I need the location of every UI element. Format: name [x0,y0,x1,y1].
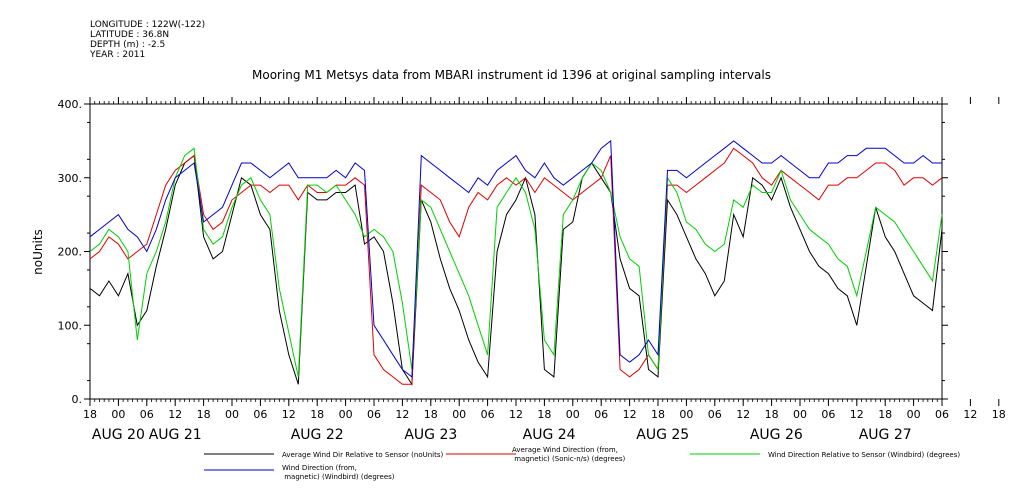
metadata-block: LONGITUDE : 122W(-122) LATITUDE : 36.8N … [90,20,205,60]
x-tick-label: 18 [537,408,551,421]
x-tick-label: 06 [367,408,381,421]
plot-area [89,103,943,400]
x-tick-label: 00 [339,408,353,421]
y-tick-label: 100. [58,319,83,332]
x-tick-label: 12 [509,408,523,421]
x-tick-label: 00 [566,408,580,421]
x-tick-label: 18 [878,408,892,421]
chart-title: Mooring M1 Metsys data from MBARI instru… [252,68,771,82]
series-line-3 [89,147,943,378]
series-line-4 [89,139,942,378]
x-day-label: AUG 21 [149,427,202,443]
x-tick-label: 00 [452,408,466,421]
legend-label: Wind Direction (from, magnetic) (Windbir… [282,464,395,481]
x-tick-label: 00 [793,408,807,421]
x-tick-label: 18 [310,408,324,421]
x-day-label: AUG 23 [404,427,457,443]
x-day-label: AUG 26 [750,427,803,443]
legend-label: Wind Direction Relative to Sensor (Windb… [768,451,960,459]
longitude-text: LONGITUDE : 122W(-122) [90,20,206,30]
y-tick-label: 400. [58,98,83,111]
x-tick-label: 00 [679,408,693,421]
x-day-label: AUG 20 [92,427,145,443]
x-tick-label: 06 [935,408,949,421]
x-tick-label: 00 [907,408,921,421]
year-text: YEAR : 2011 [90,50,146,60]
x-tick-label: 12 [282,408,296,421]
x-tick-label: 06 [140,408,154,421]
x-tick-label: 12 [395,408,409,421]
x-tick-label: 12 [736,408,750,421]
series-line-1 [89,154,943,386]
x-tick-label: 06 [821,408,835,421]
x-day-label: AUG 25 [636,427,689,443]
x-tick-label: 18 [197,408,211,421]
depth-text: DEPTH (m) : -2.5 [90,40,166,50]
x-tick-label: 12 [850,408,864,421]
x-tick-label: 12 [623,408,637,421]
legend-label: Average Wind Direction (from, magnetic) … [512,446,626,463]
x-tick-label: 00 [111,408,125,421]
x-tick-label: 18 [651,408,665,421]
x-tick-label: 18 [83,408,97,421]
x-tick-label: 06 [708,408,722,421]
x-tick-label: 18 [424,408,438,421]
x-tick-label: 12 [963,408,977,421]
x-tick-label: 06 [594,408,608,421]
y-axis-label: noUnits [31,229,45,275]
x-tick-label: 00 [225,408,239,421]
x-day-label: AUG 24 [523,427,576,443]
y-tick-label: 0. [72,393,83,406]
x-tick-label: 12 [168,408,182,421]
x-day-label: AUG 22 [291,427,344,443]
x-day-label: AUG 27 [859,427,912,443]
y-tick-label: 300. [58,172,83,185]
x-tick-label: 18 [992,408,1006,421]
x-tick-label: 06 [481,408,495,421]
x-tick-label: 18 [765,408,779,421]
legend-label: Average Wind Dir Relative to Sensor (noU… [282,451,443,459]
x-tick-label: 06 [253,408,267,421]
y-tick-label: 200. [58,246,83,259]
series-line-2 [89,147,943,385]
latitude-text: LATITUDE : 36.8N [90,30,170,40]
